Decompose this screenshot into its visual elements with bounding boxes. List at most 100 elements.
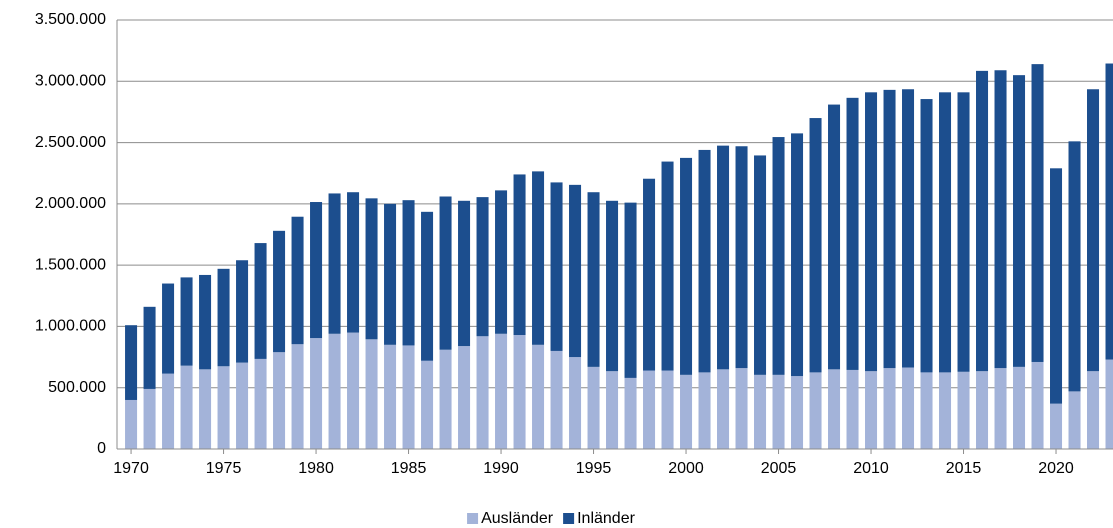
bar-segment [1105,63,1113,360]
bar-segment [1013,75,1026,367]
bar-segment [698,372,711,449]
bar-segment [994,70,1007,369]
bar-segment [957,92,970,372]
bar-segment [495,190,508,334]
bar-segment [347,192,360,333]
bar-segment [217,366,230,449]
bar-segment [199,274,212,370]
legend: Ausländer Inländer [467,510,636,527]
bar-segment [1050,168,1063,404]
bar-segment [661,370,674,449]
bar-segment [402,345,415,449]
bar-segment [735,146,748,369]
bar-segment [439,349,452,449]
x-tick-label: 2005 [761,460,797,477]
bar-segment [606,200,619,372]
bar-segment [254,243,267,359]
bar-segment [883,89,896,369]
bar-segment [291,344,304,449]
bar-segment [143,388,156,449]
bar-segment [772,137,785,375]
bar-segment [310,338,323,449]
bar-segment [939,372,952,449]
bar-segment [328,333,341,449]
bar-segment [365,339,378,449]
bar-segment [402,200,415,346]
bar-segment [421,211,434,361]
bar-segment [236,362,249,449]
bar-segment [976,70,989,372]
bar-segment [162,283,175,374]
bar-segment [291,216,304,345]
x-tick-label: 2010 [853,460,889,477]
bar-segment [661,161,674,371]
y-tick-label: 3.500.000 [35,11,106,28]
bar-segment [273,230,286,353]
bar-segment [846,97,859,370]
legend-label: Ausländer [481,510,554,527]
bar-segment [513,174,526,336]
bar-segment [421,360,434,449]
bar-segment [495,333,508,449]
x-tick-label: 1990 [483,460,519,477]
bar-segment [902,89,915,368]
bar-segment [347,332,360,449]
bar-segment [513,335,526,449]
x-tick-label: 1985 [391,460,427,477]
bar-segment [846,369,859,449]
bar-segment [143,306,156,389]
bar-segment [772,374,785,449]
bar-segment [199,369,212,449]
bar-segment [791,133,804,377]
bar-segment [587,192,600,367]
bar-segment [865,371,878,449]
bar-segment [754,155,767,375]
bar-segment [532,171,545,345]
x-tick-label: 1970 [113,460,149,477]
bar-segment [162,373,175,449]
bar-segment [939,92,952,373]
bar-segment [624,377,637,449]
y-tick-label: 1.500.000 [35,256,106,273]
bar-segment [643,370,656,449]
legend-label: Inländer [577,510,635,527]
bar-segment [994,368,1007,449]
bar-segment [125,399,138,449]
x-tick-label: 1980 [298,460,334,477]
bar-segment [698,149,711,373]
bar-segment [236,260,249,363]
bar-segment [1031,361,1044,449]
bar-segment [125,325,138,400]
bar-segment [569,184,582,358]
y-tick-label: 3.000.000 [35,73,106,90]
bar-segment [384,344,397,449]
bar-segment [865,92,878,372]
bar-segment [1050,403,1063,449]
y-tick-label: 1.000.000 [35,318,106,335]
y-tick-label: 500.000 [48,379,106,396]
bar-segment [328,193,341,334]
legend-swatch [563,513,575,524]
bar-segment [624,202,637,378]
bar-segment [310,202,323,339]
bar-segment [1031,64,1044,362]
bar-segment [735,368,748,449]
x-tick-label: 1995 [576,460,612,477]
bar-segment [1013,366,1026,449]
bar-segment [458,200,471,347]
bar-segment [550,350,563,449]
bar-segment [273,352,286,449]
bar-segment [809,118,822,373]
bar-segment [680,157,693,375]
bar-segment [1068,391,1081,449]
x-tick-label: 2000 [668,460,704,477]
y-tick-label: 2.000.000 [35,195,106,212]
bar-segment [809,372,822,449]
bar-segment [569,357,582,449]
bar-segment [791,376,804,449]
x-tick-label: 2020 [1038,460,1074,477]
y-tick-label: 2.500.000 [35,134,106,151]
bar-segment [180,365,193,449]
